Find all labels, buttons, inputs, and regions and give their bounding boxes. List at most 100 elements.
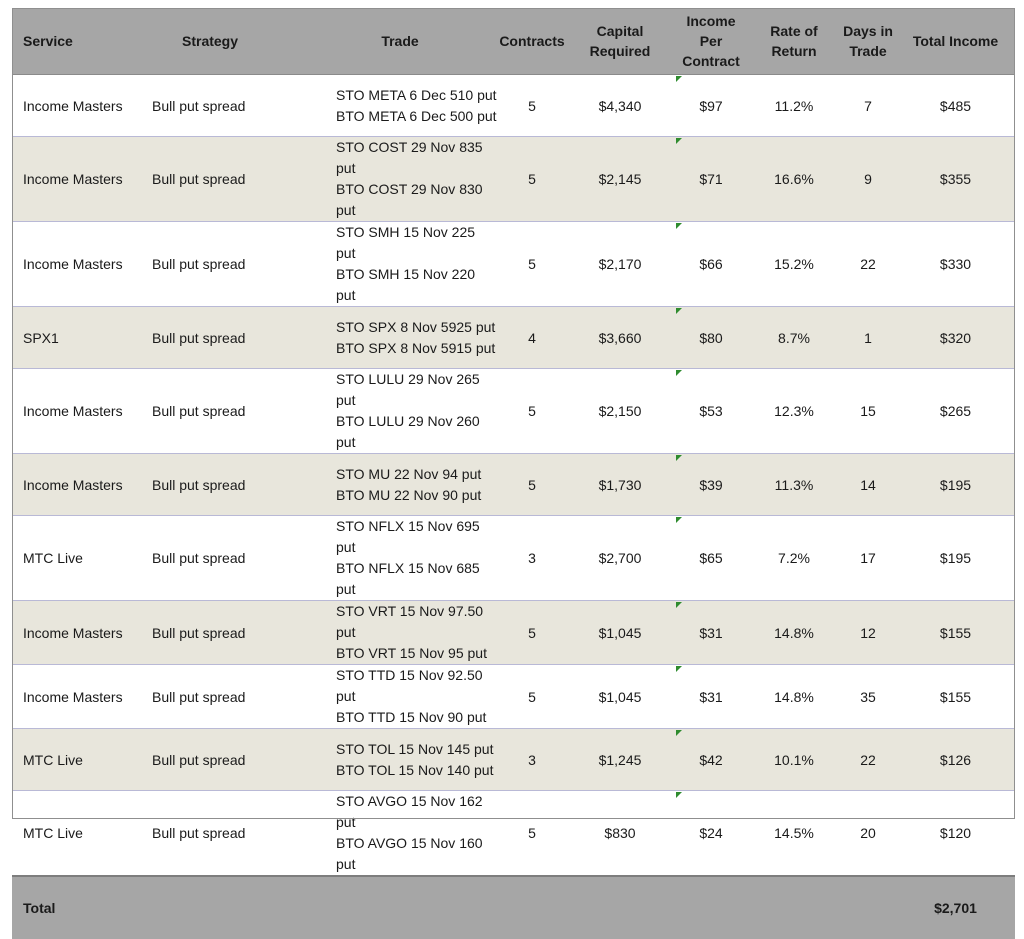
cell-capital-required[interactable]: $1,045 bbox=[566, 600, 674, 665]
cell-strategy[interactable]: Bull put spread bbox=[142, 664, 302, 729]
cell-rate-of-return[interactable]: 14.8% bbox=[748, 600, 840, 665]
cell-capital-required[interactable]: $2,170 bbox=[566, 221, 674, 307]
cell-capital-required[interactable]: $2,700 bbox=[566, 515, 674, 601]
cell-days-in-trade[interactable]: 17 bbox=[840, 515, 896, 601]
cell-days-in-trade[interactable]: 15 bbox=[840, 368, 896, 454]
cell-capital-required[interactable]: $2,150 bbox=[566, 368, 674, 454]
cell-contracts[interactable]: 4 bbox=[498, 306, 566, 369]
cell-rate-of-return[interactable]: 11.3% bbox=[748, 453, 840, 516]
cell-income-per-contract[interactable]: $24 bbox=[674, 790, 748, 877]
cell-strategy[interactable]: Bull put spread bbox=[142, 453, 302, 516]
cell-total-income[interactable]: $330 bbox=[896, 221, 1015, 307]
cell-strategy[interactable]: Bull put spread bbox=[142, 728, 302, 791]
cell-income-per-contract[interactable]: $71 bbox=[674, 136, 748, 222]
cell-service[interactable]: Income Masters bbox=[12, 74, 142, 137]
cell-rate-of-return[interactable]: 14.5% bbox=[748, 790, 840, 877]
cell-trade[interactable]: STO SPX 8 Nov 5925 put BTO SPX 8 Nov 5915… bbox=[302, 306, 498, 369]
total-empty-cell[interactable] bbox=[674, 875, 748, 939]
cell-days-in-trade[interactable]: 22 bbox=[840, 221, 896, 307]
cell-total-income[interactable]: $320 bbox=[896, 306, 1015, 369]
cell-contracts[interactable]: 5 bbox=[498, 136, 566, 222]
cell-service[interactable]: Income Masters bbox=[12, 600, 142, 665]
cell-service[interactable]: Income Masters bbox=[12, 664, 142, 729]
cell-capital-required[interactable]: $2,145 bbox=[566, 136, 674, 222]
header-total-income[interactable]: Total Income bbox=[896, 8, 1015, 75]
cell-contracts[interactable]: 3 bbox=[498, 515, 566, 601]
cell-contracts[interactable]: 5 bbox=[498, 664, 566, 729]
cell-contracts[interactable]: 5 bbox=[498, 368, 566, 454]
cell-trade[interactable]: STO SMH 15 Nov 225 put BTO SMH 15 Nov 220… bbox=[302, 221, 498, 307]
cell-income-per-contract[interactable]: $65 bbox=[674, 515, 748, 601]
total-label[interactable]: Total bbox=[12, 875, 142, 939]
cell-strategy[interactable]: Bull put spread bbox=[142, 136, 302, 222]
header-contracts[interactable]: Contracts bbox=[498, 8, 566, 75]
header-trade[interactable]: Trade bbox=[302, 8, 498, 75]
cell-rate-of-return[interactable]: 11.2% bbox=[748, 74, 840, 137]
cell-total-income[interactable]: $195 bbox=[896, 453, 1015, 516]
header-days-in-trade[interactable]: Days in Trade bbox=[840, 8, 896, 75]
cell-contracts[interactable]: 5 bbox=[498, 221, 566, 307]
total-empty-cell[interactable] bbox=[498, 875, 566, 939]
cell-rate-of-return[interactable]: 12.3% bbox=[748, 368, 840, 454]
cell-capital-required[interactable]: $830 bbox=[566, 790, 674, 877]
cell-rate-of-return[interactable]: 14.8% bbox=[748, 664, 840, 729]
cell-trade[interactable]: STO LULU 29 Nov 265 put BTO LULU 29 Nov 2… bbox=[302, 368, 498, 454]
cell-income-per-contract[interactable]: $31 bbox=[674, 600, 748, 665]
cell-capital-required[interactable]: $1,730 bbox=[566, 453, 674, 516]
cell-total-income[interactable]: $155 bbox=[896, 600, 1015, 665]
cell-income-per-contract[interactable]: $97 bbox=[674, 74, 748, 137]
cell-trade[interactable]: STO AVGO 15 Nov 162 put BTO AVGO 15 Nov 1… bbox=[302, 790, 498, 877]
cell-strategy[interactable]: Bull put spread bbox=[142, 790, 302, 877]
cell-contracts[interactable]: 5 bbox=[498, 453, 566, 516]
cell-strategy[interactable]: Bull put spread bbox=[142, 221, 302, 307]
cell-service[interactable]: Income Masters bbox=[12, 136, 142, 222]
cell-rate-of-return[interactable]: 16.6% bbox=[748, 136, 840, 222]
cell-total-income[interactable]: $126 bbox=[896, 728, 1015, 791]
cell-strategy[interactable]: Bull put spread bbox=[142, 600, 302, 665]
header-strategy[interactable]: Strategy bbox=[142, 8, 302, 75]
cell-capital-required[interactable]: $1,245 bbox=[566, 728, 674, 791]
cell-days-in-trade[interactable]: 7 bbox=[840, 74, 896, 137]
cell-income-per-contract[interactable]: $31 bbox=[674, 664, 748, 729]
cell-trade[interactable]: STO META 6 Dec 510 put BTO META 6 Dec 500… bbox=[302, 74, 498, 137]
cell-service[interactable]: MTC Live bbox=[12, 515, 142, 601]
cell-contracts[interactable]: 5 bbox=[498, 74, 566, 137]
total-empty-cell[interactable] bbox=[748, 875, 840, 939]
cell-service[interactable]: MTC Live bbox=[12, 728, 142, 791]
cell-strategy[interactable]: Bull put spread bbox=[142, 515, 302, 601]
total-empty-cell[interactable] bbox=[566, 875, 674, 939]
cell-service[interactable]: Income Masters bbox=[12, 221, 142, 307]
cell-income-per-contract[interactable]: $39 bbox=[674, 453, 748, 516]
cell-trade[interactable]: STO TOL 15 Nov 145 put BTO TOL 15 Nov 140… bbox=[302, 728, 498, 791]
cell-trade[interactable]: STO MU 22 Nov 94 put BTO MU 22 Nov 90 put bbox=[302, 453, 498, 516]
cell-service[interactable]: MTC Live bbox=[12, 790, 142, 877]
total-income-value[interactable]: $2,701 bbox=[896, 875, 1015, 939]
cell-total-income[interactable]: $355 bbox=[896, 136, 1015, 222]
cell-contracts[interactable]: 5 bbox=[498, 790, 566, 877]
cell-strategy[interactable]: Bull put spread bbox=[142, 368, 302, 454]
header-capital-required[interactable]: Capital Required bbox=[566, 8, 674, 75]
cell-rate-of-return[interactable]: 10.1% bbox=[748, 728, 840, 791]
cell-days-in-trade[interactable]: 12 bbox=[840, 600, 896, 665]
cell-capital-required[interactable]: $3,660 bbox=[566, 306, 674, 369]
cell-service[interactable]: Income Masters bbox=[12, 368, 142, 454]
cell-capital-required[interactable]: $1,045 bbox=[566, 664, 674, 729]
cell-contracts[interactable]: 5 bbox=[498, 600, 566, 665]
cell-rate-of-return[interactable]: 8.7% bbox=[748, 306, 840, 369]
cell-days-in-trade[interactable]: 20 bbox=[840, 790, 896, 877]
cell-trade[interactable]: STO COST 29 Nov 835 put BTO COST 29 Nov 8… bbox=[302, 136, 498, 222]
cell-rate-of-return[interactable]: 15.2% bbox=[748, 221, 840, 307]
cell-strategy[interactable]: Bull put spread bbox=[142, 306, 302, 369]
total-empty-cell[interactable] bbox=[840, 875, 896, 939]
cell-total-income[interactable]: $195 bbox=[896, 515, 1015, 601]
cell-days-in-trade[interactable]: 14 bbox=[840, 453, 896, 516]
cell-contracts[interactable]: 3 bbox=[498, 728, 566, 791]
header-rate-of-return[interactable]: Rate of Return bbox=[748, 8, 840, 75]
header-service[interactable]: Service bbox=[12, 8, 142, 75]
cell-income-per-contract[interactable]: $66 bbox=[674, 221, 748, 307]
cell-days-in-trade[interactable]: 1 bbox=[840, 306, 896, 369]
cell-days-in-trade[interactable]: 35 bbox=[840, 664, 896, 729]
cell-rate-of-return[interactable]: 7.2% bbox=[748, 515, 840, 601]
cell-trade[interactable]: STO TTD 15 Nov 92.50 put BTO TTD 15 Nov 9… bbox=[302, 664, 498, 729]
cell-total-income[interactable]: $155 bbox=[896, 664, 1015, 729]
